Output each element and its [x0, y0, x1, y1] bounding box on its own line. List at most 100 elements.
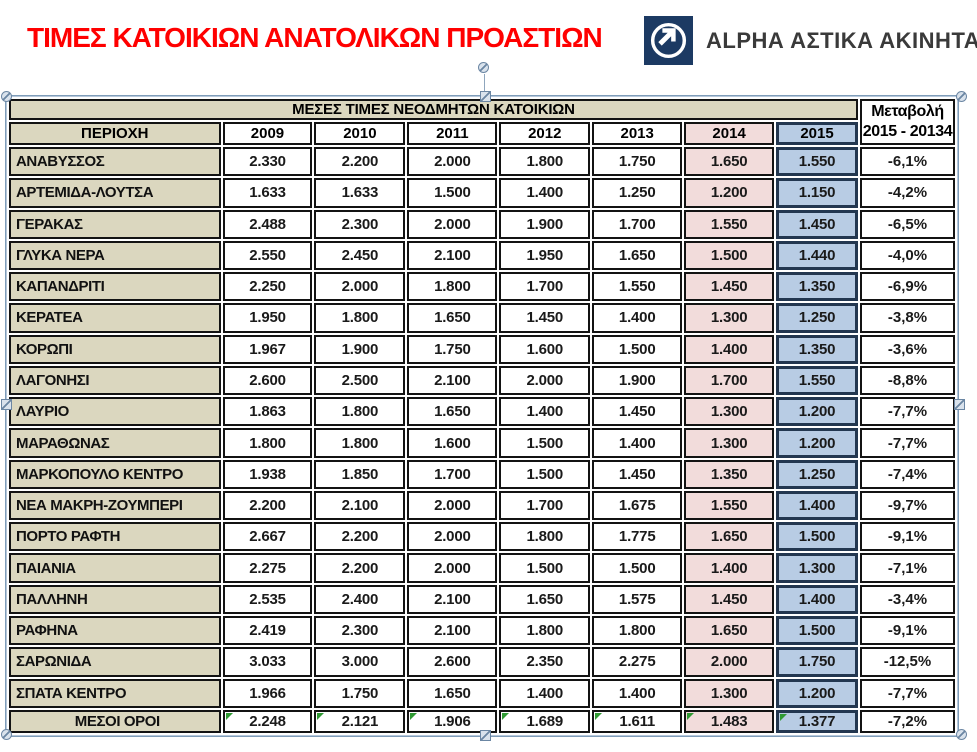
totals-price-cell[interactable]: 2.121 [314, 710, 406, 733]
price-cell[interactable]: 2.400 [314, 584, 406, 614]
price-cell[interactable]: 1.400 [684, 334, 775, 364]
totals-price-cell[interactable]: 2.248 [222, 710, 313, 733]
change-cell[interactable]: -6,1% [859, 147, 955, 177]
price-cell[interactable]: 2.275 [592, 647, 683, 677]
price-cell[interactable]: 1.500 [776, 615, 858, 646]
price-cell[interactable]: 2.500 [314, 365, 406, 396]
price-cell[interactable]: 1.450 [684, 584, 775, 614]
price-cell[interactable]: 1.800 [499, 615, 591, 646]
price-cell[interactable]: 2.100 [314, 490, 406, 521]
price-cell[interactable]: 2.000 [407, 553, 498, 583]
price-cell[interactable]: 1.650 [407, 397, 498, 427]
year-header-2011[interactable]: 2011 [407, 122, 498, 145]
price-cell[interactable]: 1.300 [684, 303, 775, 333]
resize-handle-middle-right[interactable] [954, 399, 965, 410]
price-cell[interactable]: 2.300 [314, 209, 406, 239]
price-cell[interactable]: 1.500 [776, 522, 858, 552]
year-header-2013[interactable]: 2013 [592, 122, 683, 145]
totals-price-cell[interactable]: 1.611 [592, 710, 683, 733]
price-cell[interactable]: 1.400 [684, 553, 775, 583]
region-cell[interactable]: ΑΡΤΕΜΙΔΑ-ΛΟΥΤΣΑ [9, 178, 221, 208]
price-cell[interactable]: 1.350 [776, 334, 858, 364]
price-cell[interactable]: 1.800 [314, 303, 406, 333]
price-cell[interactable]: 1.400 [499, 178, 591, 208]
price-cell[interactable]: 1.250 [592, 178, 683, 208]
price-cell[interactable]: 1.500 [499, 553, 591, 583]
year-header-2010[interactable]: 2010 [314, 122, 406, 145]
price-cell[interactable]: 2.667 [222, 522, 313, 552]
region-cell[interactable]: ΝΕΑ ΜΑΚΡΗ-ΖΟΥΜΠΕΡΙ [9, 490, 221, 521]
resize-handle-top-left[interactable] [1, 91, 12, 102]
price-cell[interactable]: 1.700 [592, 209, 683, 239]
price-cell[interactable]: 1.200 [684, 178, 775, 208]
change-cell[interactable]: -4,2% [859, 178, 955, 208]
table-banner[interactable]: ΜΕΣΕΣ ΤΙΜΕΣ ΝΕΟΔΜΗΤΩΝ ΚΑΤΟΙΚΙΩΝ [9, 99, 858, 120]
year-header-2014[interactable]: 2014 [684, 122, 775, 145]
region-cell[interactable]: ΠΑΛΛΗΝΗ [9, 584, 221, 614]
price-cell[interactable]: 1.900 [499, 209, 591, 239]
price-cell[interactable]: 1.400 [499, 678, 591, 708]
price-cell[interactable]: 1.500 [592, 553, 683, 583]
price-cell[interactable]: 1.550 [684, 490, 775, 521]
price-cell[interactable]: 2.000 [407, 147, 498, 177]
price-cell[interactable]: 1.633 [314, 178, 406, 208]
price-cell[interactable]: 1.250 [776, 303, 858, 333]
price-cell[interactable]: 2.250 [222, 272, 313, 302]
price-cell[interactable]: 1.400 [776, 490, 858, 521]
price-cell[interactable]: 2.100 [407, 240, 498, 271]
region-cell[interactable]: ΚΟΡΩΠΙ [9, 334, 221, 364]
price-cell[interactable]: 1.900 [314, 334, 406, 364]
rotation-handle[interactable] [478, 62, 489, 73]
price-cell[interactable]: 2.488 [222, 209, 313, 239]
price-cell[interactable]: 1.450 [499, 303, 591, 333]
price-cell[interactable]: 1.440 [776, 240, 858, 271]
totals-price-cell[interactable]: 1.906 [407, 710, 498, 733]
region-column-header[interactable]: ΠΕΡΙΟΧΗ [9, 122, 221, 145]
price-cell[interactable]: 1.500 [499, 428, 591, 458]
price-cell[interactable]: 1.650 [407, 678, 498, 708]
region-cell[interactable]: ΜΑΡΑΘΩΝΑΣ [9, 428, 221, 458]
totals-price-cell[interactable]: 1.377 [776, 710, 858, 733]
price-cell[interactable]: 1.800 [314, 397, 406, 427]
price-cell[interactable]: 1.500 [592, 334, 683, 364]
resize-handle-middle-left[interactable] [1, 399, 12, 410]
price-cell[interactable]: 1.900 [592, 365, 683, 396]
change-cell[interactable]: -9,1% [859, 522, 955, 552]
price-cell[interactable]: 1.450 [592, 459, 683, 489]
region-cell[interactable]: ΚΑΠΑΝΔΡΙΤΙ [9, 272, 221, 302]
price-cell[interactable]: 2.330 [222, 147, 313, 177]
price-cell[interactable]: 1.200 [776, 428, 858, 458]
change-cell[interactable]: -7,7% [859, 428, 955, 458]
totals-change-cell[interactable]: -7,2% [859, 710, 955, 733]
price-cell[interactable]: 1.650 [499, 584, 591, 614]
change-column-header[interactable]: Μεταβολή 2015 - 20134 [859, 99, 955, 145]
resize-handle-top-middle[interactable] [480, 91, 491, 102]
price-cell[interactable]: 1.700 [499, 490, 591, 521]
year-header-2015[interactable]: 2015 [776, 122, 858, 145]
change-cell[interactable]: -3,6% [859, 334, 955, 364]
price-cell[interactable]: 1.250 [776, 459, 858, 489]
price-cell[interactable]: 1.966 [222, 678, 313, 708]
price-cell[interactable]: 2.000 [499, 365, 591, 396]
resize-handle-top-right[interactable] [956, 91, 967, 102]
change-cell[interactable]: -3,8% [859, 303, 955, 333]
price-cell[interactable]: 2.200 [314, 553, 406, 583]
price-cell[interactable]: 2.419 [222, 615, 313, 646]
price-cell[interactable]: 1.400 [499, 397, 591, 427]
year-header-2009[interactable]: 2009 [222, 122, 313, 145]
price-cell[interactable]: 1.550 [776, 365, 858, 396]
price-cell[interactable]: 1.500 [684, 240, 775, 271]
price-cell[interactable]: 1.800 [407, 272, 498, 302]
price-cell[interactable]: 2.600 [407, 647, 498, 677]
price-table-object[interactable]: ΜΕΣΕΣ ΤΙΜΕΣ ΝΕΟΔΜΗΤΩΝ ΚΑΤΟΙΚΙΩΝ Μεταβολή… [5, 95, 959, 737]
price-cell[interactable]: 1.575 [592, 584, 683, 614]
totals-price-cell[interactable]: 1.689 [499, 710, 591, 733]
price-cell[interactable]: 1.550 [592, 272, 683, 302]
price-cell[interactable]: 2.000 [684, 647, 775, 677]
price-cell[interactable]: 1.550 [684, 209, 775, 239]
price-cell[interactable]: 1.675 [592, 490, 683, 521]
region-cell[interactable]: ΣΑΡΩΝΙΔΑ [9, 647, 221, 677]
price-cell[interactable]: 1.350 [684, 459, 775, 489]
price-cell[interactable]: 1.700 [407, 459, 498, 489]
price-cell[interactable]: 2.000 [407, 209, 498, 239]
